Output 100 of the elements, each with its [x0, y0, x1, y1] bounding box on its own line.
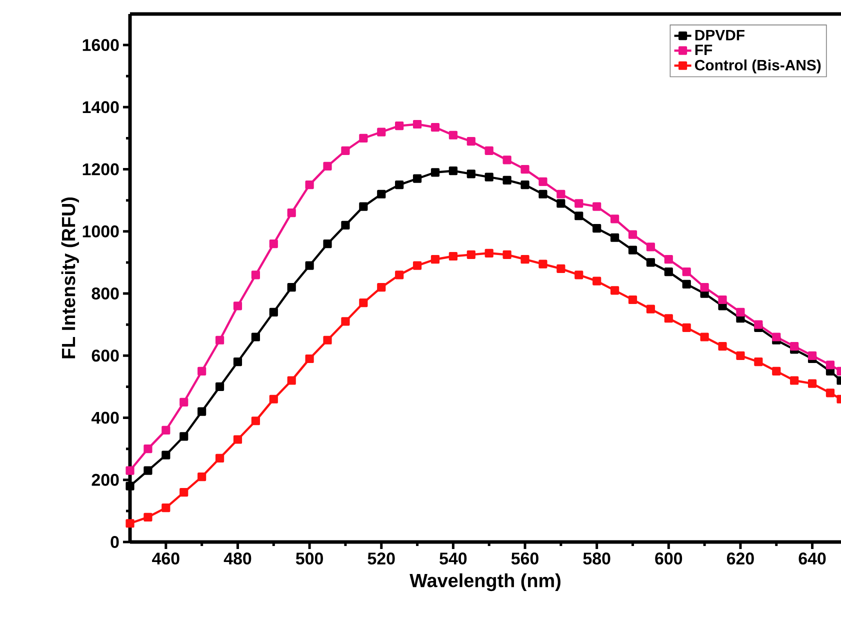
- point: [466, 250, 476, 259]
- point: [538, 190, 548, 198]
- point: [808, 379, 817, 388]
- point: [484, 248, 494, 258]
- point: [323, 336, 332, 344]
- point: [646, 304, 655, 314]
- point: [592, 224, 602, 233]
- point: [341, 220, 350, 230]
- point: [233, 435, 242, 444]
- point: [377, 190, 386, 198]
- point: [162, 426, 170, 434]
- point: [538, 260, 548, 268]
- point: [198, 472, 206, 482]
- point: [628, 230, 638, 239]
- point: [269, 308, 278, 316]
- x-axis-title: Wavelength (nm): [410, 573, 560, 592]
- y-tick-label: 0: [110, 536, 119, 548]
- point: [664, 267, 673, 276]
- point: [377, 128, 386, 136]
- x-tick-label: 500: [296, 552, 323, 565]
- x-tick-label: 620: [726, 552, 754, 565]
- point: [808, 351, 817, 360]
- point: [826, 388, 835, 398]
- y-tick-label: 1200: [82, 163, 119, 176]
- point: [700, 283, 709, 292]
- legend-label: FF: [695, 44, 712, 55]
- y-tick-label: 600: [92, 350, 119, 362]
- point: [305, 180, 314, 190]
- point: [556, 199, 566, 208]
- point: [826, 360, 835, 370]
- x-tick-label: 600: [655, 552, 682, 565]
- point: [718, 295, 727, 304]
- point: [233, 358, 242, 366]
- point: [430, 168, 440, 177]
- point: [430, 123, 440, 132]
- point: [772, 332, 781, 342]
- point: [502, 250, 512, 259]
- point: [610, 233, 620, 242]
- point: [198, 407, 206, 416]
- point: [448, 252, 458, 261]
- y-tick-label: 200: [92, 474, 119, 486]
- point: [395, 180, 404, 190]
- point: [502, 176, 512, 184]
- point: [412, 174, 422, 183]
- point: [341, 146, 350, 155]
- point: [162, 450, 170, 460]
- y-axis-title: FL Intensity (RFU): [61, 197, 79, 358]
- point: [574, 199, 584, 208]
- point: [430, 255, 440, 264]
- point: [628, 246, 638, 254]
- point: [754, 320, 763, 329]
- point: [790, 376, 799, 385]
- point: [126, 466, 134, 475]
- point: [484, 172, 494, 182]
- point: [305, 354, 314, 364]
- point: [790, 342, 799, 351]
- point: [700, 332, 709, 342]
- point: [664, 255, 673, 264]
- point: [412, 261, 422, 270]
- point: [287, 208, 296, 218]
- x-tick-label: 540: [440, 552, 467, 565]
- x-tick-label: 520: [368, 552, 395, 565]
- point: [233, 302, 242, 310]
- point: [574, 270, 584, 280]
- point: [610, 286, 620, 295]
- point: [466, 170, 476, 178]
- point: [412, 120, 422, 129]
- point: [180, 432, 188, 441]
- point: [287, 376, 296, 385]
- point: [287, 283, 296, 292]
- x-tick-label: 640: [798, 552, 826, 565]
- point: [448, 130, 458, 140]
- point: [198, 366, 206, 376]
- y-tick-label: 400: [91, 412, 119, 424]
- point: [359, 298, 368, 308]
- point: [144, 512, 152, 522]
- point: [377, 283, 386, 292]
- point: [538, 177, 548, 186]
- point: [520, 255, 530, 264]
- point: [448, 166, 458, 176]
- y-tick-label: 1600: [82, 39, 119, 52]
- point: [484, 146, 494, 155]
- point: [682, 323, 691, 332]
- point: [359, 202, 368, 211]
- point: [251, 416, 260, 426]
- point: [736, 351, 745, 360]
- point: [144, 444, 152, 454]
- point: [341, 317, 350, 326]
- legend-label: DPVDF: [695, 30, 744, 40]
- point: [251, 332, 260, 342]
- point: [215, 454, 224, 462]
- x-tick-label: 580: [583, 552, 610, 565]
- point: [682, 280, 691, 289]
- y-tick-label: 800: [92, 288, 119, 300]
- point: [520, 180, 530, 190]
- x-tick-label: 560: [511, 552, 538, 565]
- point: [556, 264, 566, 273]
- point: [305, 261, 314, 270]
- point: [664, 314, 673, 323]
- y-tick-label: 1400: [82, 101, 119, 114]
